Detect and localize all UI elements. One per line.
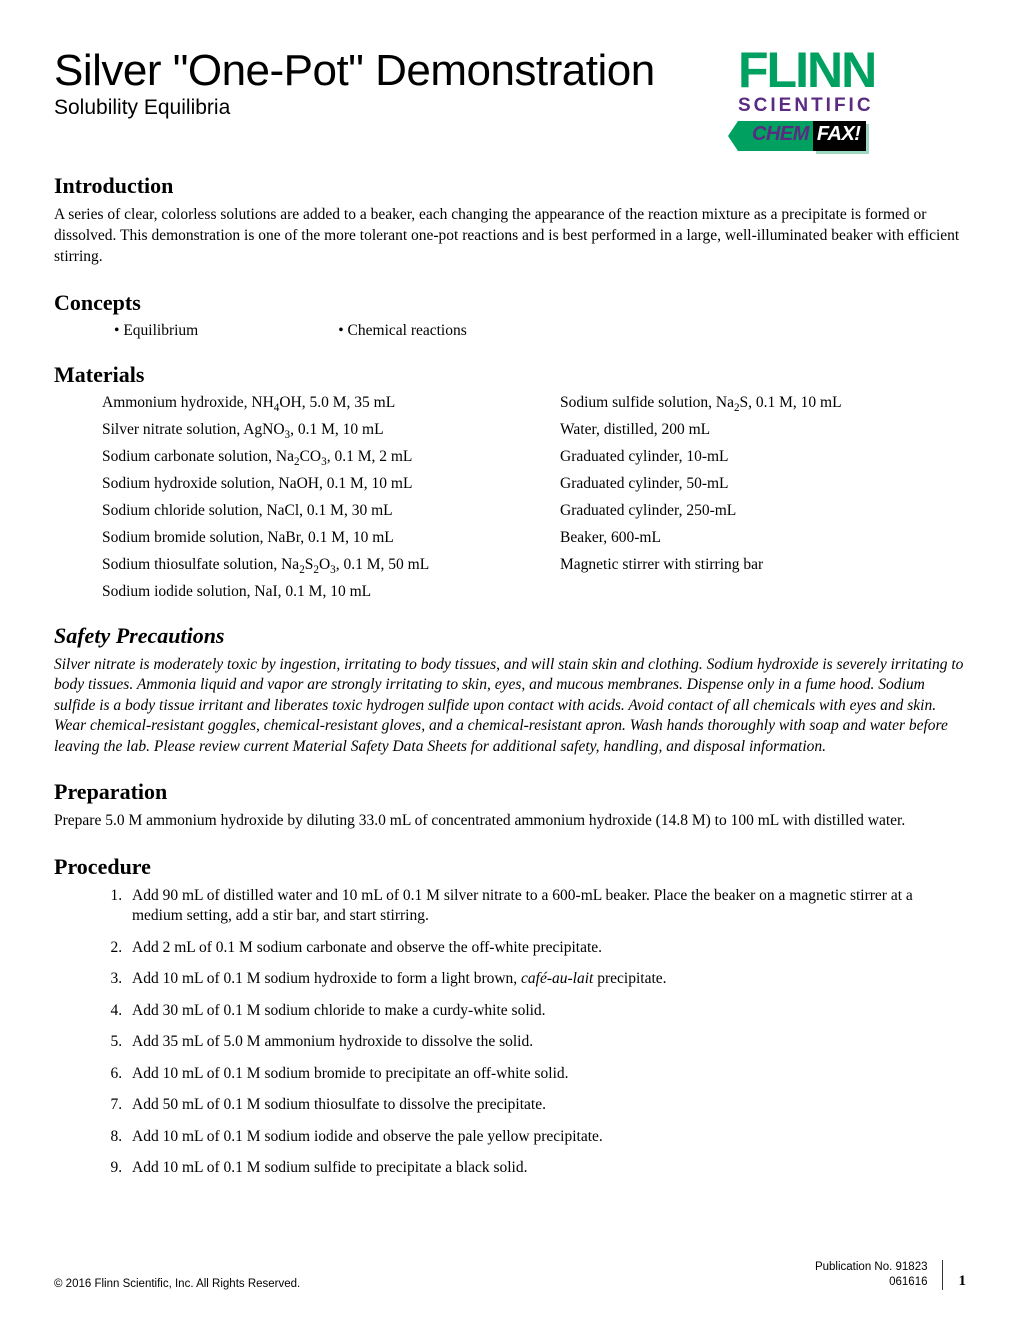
footer-date: 061616 — [815, 1275, 928, 1290]
procedure-step: Add 50 mL of 0.1 M sodium thiosulfate to… — [126, 1095, 966, 1115]
materials-item: Graduated cylinder, 250-mL — [560, 502, 966, 520]
footer-page-number: 1 — [959, 1273, 967, 1290]
page-footer: © 2016 Flinn Scientific, Inc. All Rights… — [54, 1260, 966, 1290]
materials-item: Sodium sulfide solution, Na2S, 0.1 M, 10… — [560, 394, 966, 412]
page-subtitle: Solubility Equilibria — [54, 96, 726, 120]
materials-item: Beaker, 600-mL — [560, 529, 966, 547]
materials-item: Sodium bromide solution, NaBr, 0.1 M, 10… — [102, 529, 542, 547]
procedure-step: Add 30 mL of 0.1 M sodium chloride to ma… — [126, 1001, 966, 1021]
materials-item: Water, distilled, 200 mL — [560, 421, 966, 439]
safety-body: Silver nitrate is moderately toxic by in… — [54, 655, 966, 757]
preparation-body: Prepare 5.0 M ammonium hydroxide by dilu… — [54, 811, 966, 832]
materials-item: Graduated cylinder, 10-mL — [560, 448, 966, 466]
materials-item: Graduated cylinder, 50-mL — [560, 475, 966, 493]
chemfax-chem-text: CHEM — [738, 121, 813, 151]
materials-item: Ammonium hydroxide, NH4OH, 5.0 M, 35 mL — [102, 394, 542, 412]
materials-item: Sodium thiosulfate solution, Na2S2O3, 0.… — [102, 556, 542, 574]
procedure-step: Add 90 mL of distilled water and 10 mL o… — [126, 886, 966, 927]
heading-safety: Safety Precautions — [54, 623, 966, 649]
heading-introduction: Introduction — [54, 173, 966, 199]
footer-publication: Publication No. 91823 — [815, 1260, 928, 1275]
materials-item: Sodium hydroxide solution, NaOH, 0.1 M, … — [102, 475, 542, 493]
materials-item: Magnetic stirrer with stirring bar — [560, 556, 966, 574]
materials-item: Sodium carbonate solution, Na2CO3, 0.1 M… — [102, 448, 542, 466]
concepts-list: Equilibrium Chemical reactions — [54, 322, 966, 340]
procedure-step: Add 10 mL of 0.1 M sodium sulfide to pre… — [126, 1158, 966, 1178]
materials-item: Silver nitrate solution, AgNO3, 0.1 M, 1… — [102, 421, 542, 439]
logo-flinn-text: FLINN — [738, 48, 966, 93]
page-title: Silver "One-Pot" Demonstration — [54, 48, 726, 94]
introduction-body: A series of clear, colorless solutions a… — [54, 205, 966, 268]
flinn-logo: FLINN SCIENTIFIC CHEM FAX! — [726, 48, 966, 151]
chemfax-fax-text: FAX! — [813, 121, 867, 151]
heading-procedure: Procedure — [54, 854, 966, 880]
procedure-step: Add 10 mL of 0.1 M sodium bromide to pre… — [126, 1064, 966, 1084]
heading-concepts: Concepts — [54, 290, 966, 316]
concept-item: Equilibrium — [114, 322, 198, 340]
procedure-step: Add 10 mL of 0.1 M sodium iodide and obs… — [126, 1127, 966, 1147]
footer-copyright: © 2016 Flinn Scientific, Inc. All Rights… — [54, 1278, 300, 1290]
heading-preparation: Preparation — [54, 779, 966, 805]
procedure-step: Add 2 mL of 0.1 M sodium carbonate and o… — [126, 938, 966, 958]
materials-grid: Ammonium hydroxide, NH4OH, 5.0 M, 35 mL … — [54, 394, 966, 601]
chemfax-badge: CHEM FAX! — [738, 121, 866, 151]
logo-scientific-text: SCIENTIFIC — [738, 95, 966, 117]
procedure-list: Add 90 mL of distilled water and 10 mL o… — [54, 886, 966, 1179]
procedure-step: Add 35 mL of 5.0 M ammonium hydroxide to… — [126, 1032, 966, 1052]
materials-item: Sodium iodide solution, NaI, 0.1 M, 10 m… — [102, 583, 542, 601]
concept-item: Chemical reactions — [338, 322, 467, 340]
materials-item: Sodium chloride solution, NaCl, 0.1 M, 3… — [102, 502, 542, 520]
procedure-step: Add 10 mL of 0.1 M sodium hydroxide to f… — [126, 969, 966, 989]
heading-materials: Materials — [54, 362, 966, 388]
